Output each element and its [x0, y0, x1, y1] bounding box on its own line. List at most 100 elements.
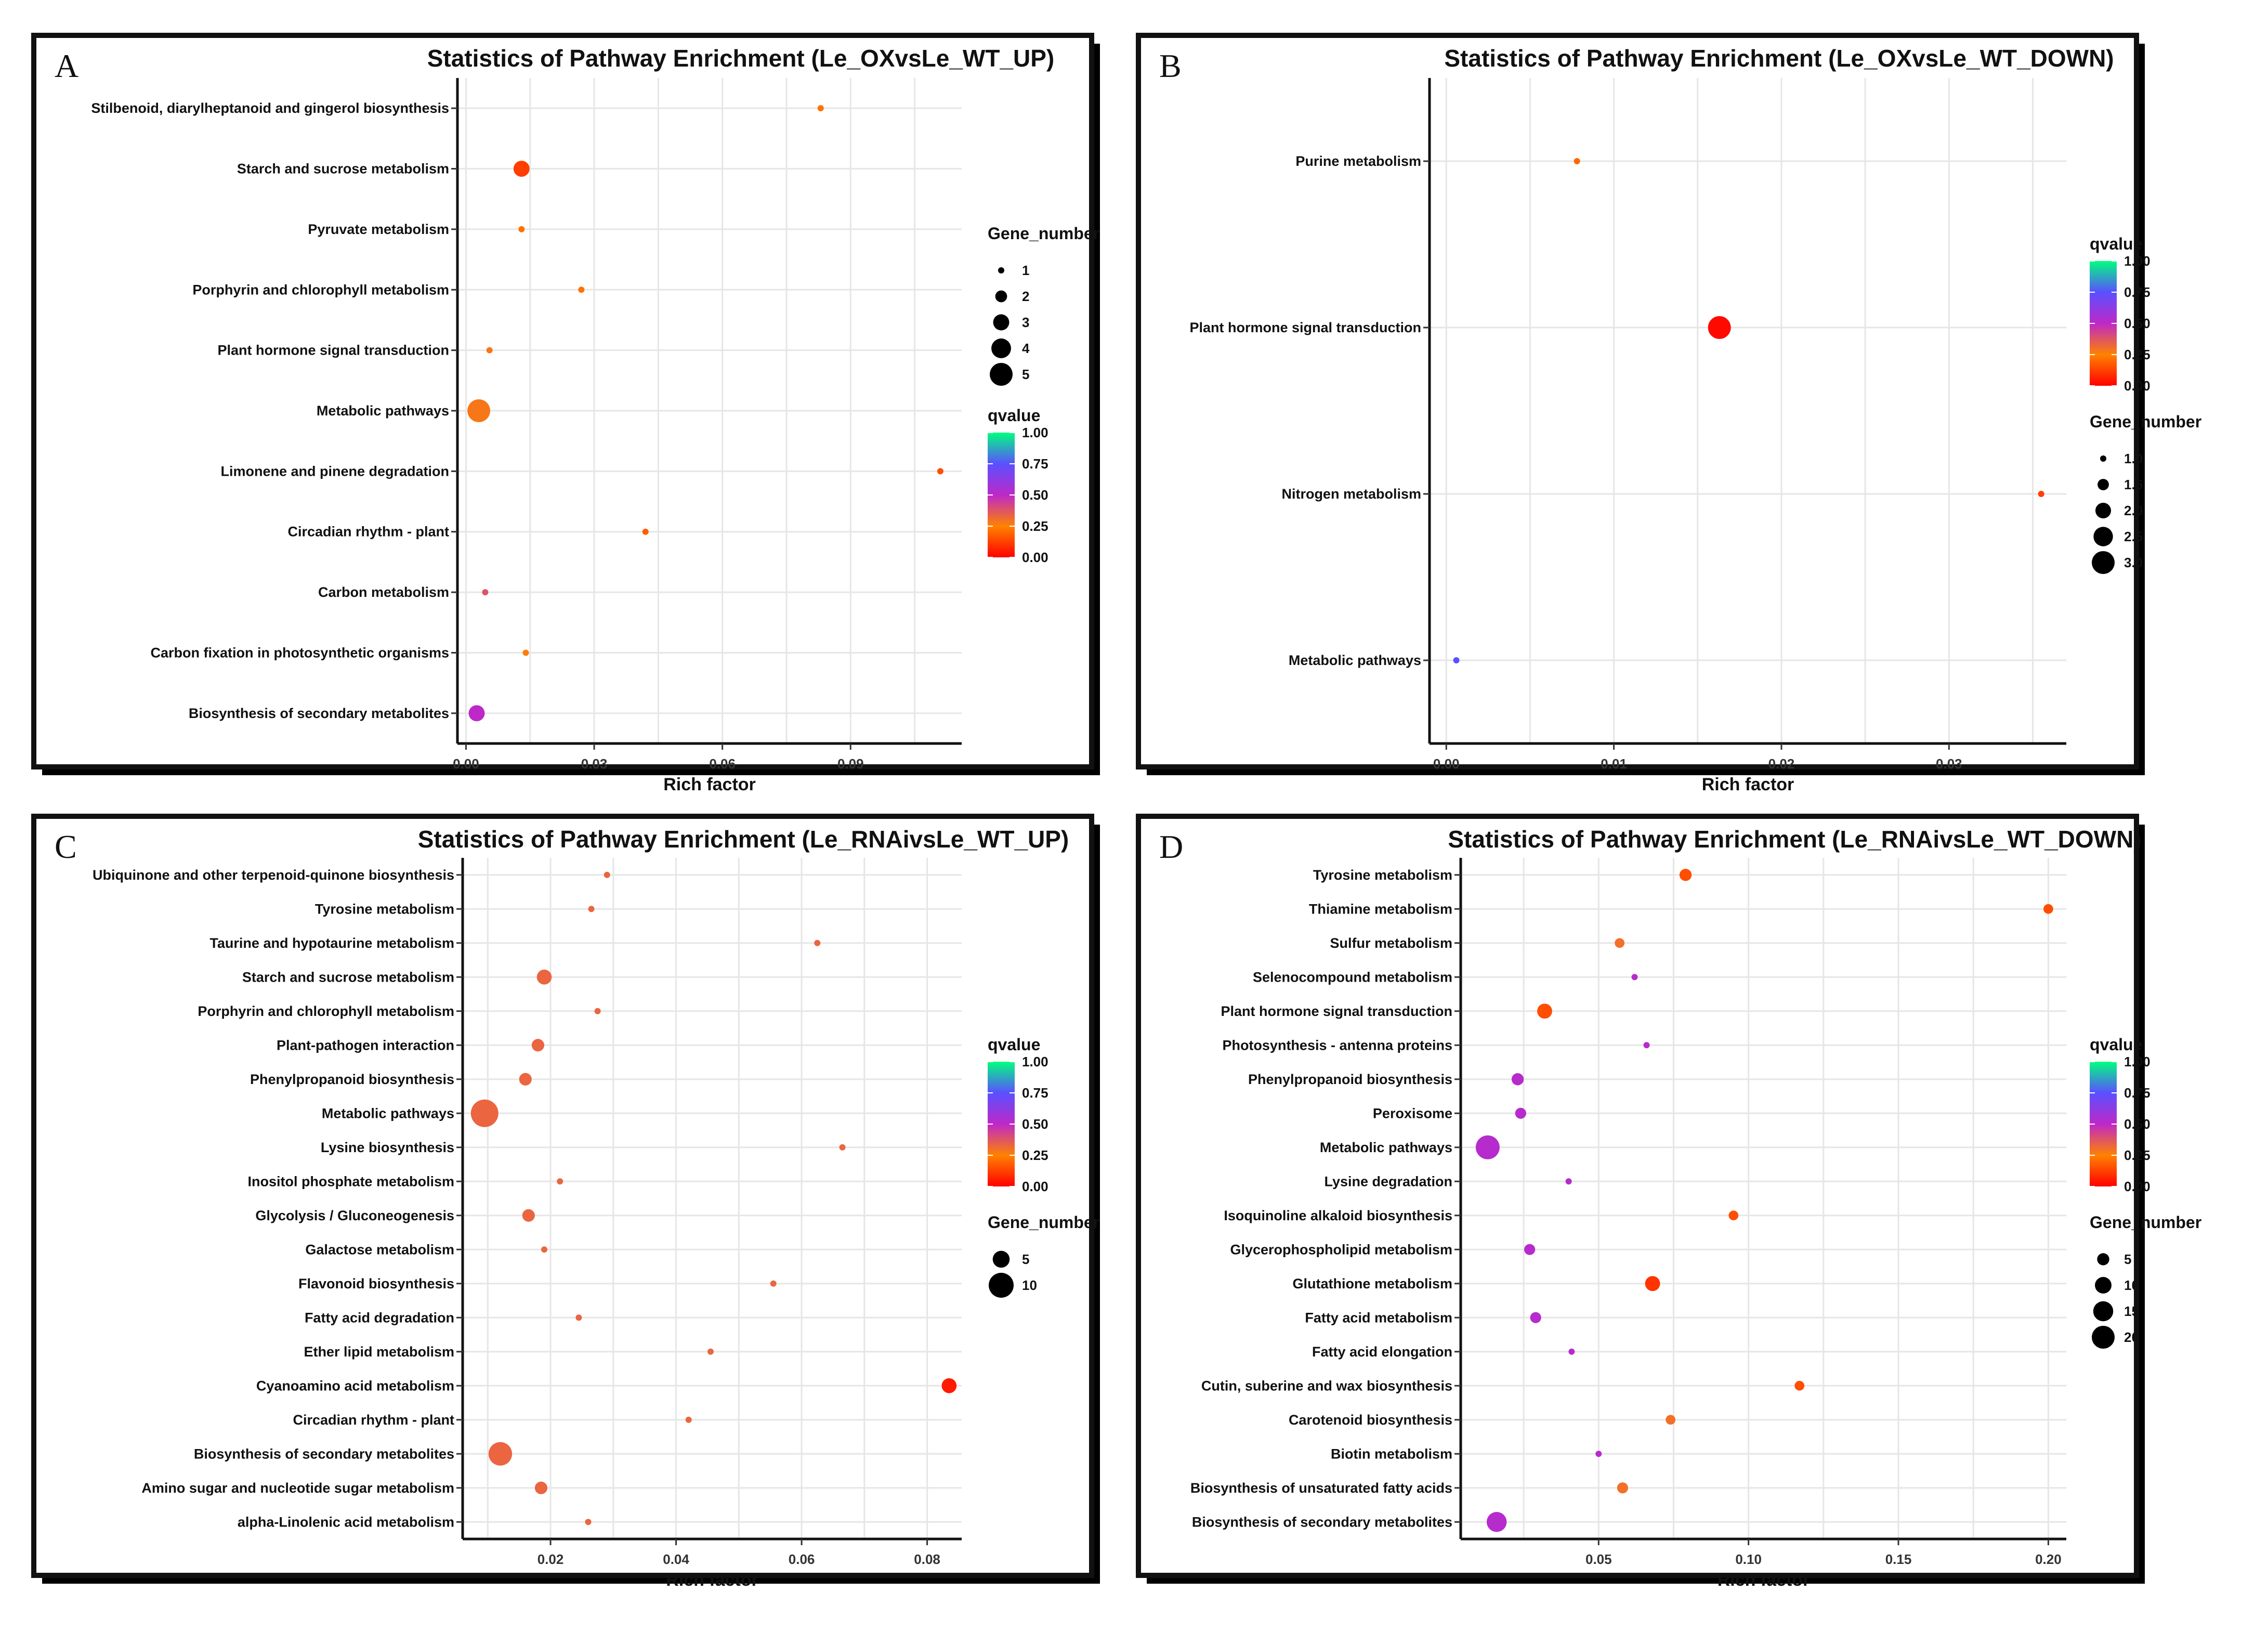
- category-label: Porphyrin and chlorophyll metabolism: [192, 282, 449, 297]
- point-lysine-biosynthesis: [839, 1144, 846, 1151]
- colorbar-label: 0.75: [2124, 1085, 2151, 1101]
- point-circadian-rhythm-plant: [642, 528, 649, 535]
- category-label: Plant-pathogen interaction: [277, 1037, 454, 1053]
- x-tick-label: 0.06: [789, 1551, 815, 1567]
- category-label: Lysine biosynthesis: [321, 1140, 454, 1155]
- colorbar-label: 0.00: [2124, 1179, 2151, 1194]
- category-label: Phenylpropanoid biosynthesis: [250, 1072, 454, 1087]
- point-fatty-acid-elongation: [1568, 1348, 1575, 1355]
- size-key-label: 5: [1022, 367, 1029, 382]
- category-label: Inositol phosphate metabolism: [247, 1173, 454, 1189]
- x-tick-label: 0.06: [709, 756, 736, 772]
- point-sulfur-metabolism: [1615, 938, 1625, 948]
- point-tyrosine-metabolism: [588, 906, 595, 912]
- point-glycerophospholipid-metabolism: [1524, 1244, 1536, 1255]
- point-phenylpropanoid-biosynthesis: [1511, 1073, 1524, 1086]
- category-label: Taurine and hypotaurine metabolism: [209, 935, 454, 951]
- category-label: Biosynthesis of secondary metabolites: [1192, 1514, 1452, 1530]
- x-tick-label: 0.05: [1585, 1551, 1612, 1567]
- colorbar-label: 1.00: [2124, 1054, 2151, 1069]
- category-label: Phenylpropanoid biosynthesis: [1248, 1072, 1452, 1087]
- size-key: [2095, 1277, 2112, 1294]
- point-pyruvate-metabolism: [518, 226, 525, 232]
- point-carbon-metabolism: [482, 589, 489, 596]
- chart-title: Statistics of Pathway Enrichment (Le_OXv…: [427, 45, 1055, 72]
- category-label: Tyrosine metabolism: [1313, 867, 1452, 883]
- panel-letter: B: [1159, 47, 1182, 84]
- colorbar-label: 0.00: [1022, 550, 1048, 565]
- category-label: Metabolic pathways: [317, 403, 449, 419]
- point-biosynthesis-of-secondary-metabolites: [1486, 1512, 1507, 1532]
- category-label: Cyanoamino acid metabolism: [256, 1378, 454, 1393]
- point-flavonoid-biosynthesis: [770, 1280, 777, 1287]
- category-label: Flavonoid biosynthesis: [298, 1276, 454, 1291]
- size-key: [2097, 479, 2109, 490]
- panel-c: C Statistics of Pathway Enrichment (Le_RN…: [31, 814, 1100, 1590]
- colorbar-label: 0.25: [2124, 1147, 2151, 1163]
- x-tick-label: 0.01: [1601, 756, 1627, 772]
- category-label: Cutin, suberine and wax biosynthesis: [1201, 1378, 1452, 1393]
- point-stilbenoid-diarylheptanoid-and-gingerol-biosynthesis: [817, 105, 824, 112]
- point-galactose-metabolism: [541, 1246, 547, 1253]
- category-label: Fatty acid metabolism: [1305, 1310, 1452, 1325]
- x-axis-title: Rich factor: [666, 1570, 758, 1590]
- x-tick-label: 0.03: [1936, 756, 1962, 772]
- size-key: [992, 1250, 1010, 1268]
- colorbar-label: 0.50: [2124, 1116, 2151, 1132]
- point-porphyrin-and-chlorophyll-metabolism: [594, 1008, 601, 1014]
- point-plant-hormone-signal-transduction: [1537, 1003, 1552, 1019]
- gene-number-legend-title: Gene_number: [2090, 1213, 2201, 1232]
- size-key: [2092, 551, 2115, 574]
- category-label: Glutathione metabolism: [1292, 1276, 1452, 1291]
- panel-letter: D: [1159, 828, 1183, 865]
- qvalue-legend-title: qvalue: [2090, 234, 2142, 253]
- category-label: Purine metabolism: [1295, 153, 1421, 169]
- size-key: [989, 1273, 1014, 1298]
- point-metabolic-pathways: [470, 1099, 499, 1127]
- category-label: Thiamine metabolism: [1309, 901, 1452, 917]
- x-tick-label: 0.08: [914, 1551, 940, 1567]
- category-label: Carbon metabolism: [318, 584, 449, 600]
- size-key-label: 2.5: [2124, 529, 2143, 544]
- point-plant-pathogen-interaction: [531, 1039, 544, 1052]
- panel-letter: A: [55, 47, 78, 84]
- gene-number-legend: Gene_number 1.0 1.5 2.0 2.5 3.0: [2090, 412, 2201, 574]
- category-label: Selenocompound metabolism: [1253, 969, 1452, 985]
- panel-b: B Statistics of Pathway Enrichment (Le_OX…: [1136, 33, 2201, 794]
- point-ubiquinone-and-other-terpenoid-quinone-biosynthesis: [604, 871, 610, 878]
- x-tick-label: 0.04: [663, 1551, 689, 1567]
- category-label: Limonene and pinene degradation: [220, 463, 449, 479]
- category-label: Amino sugar and nucleotide sugar metabol…: [141, 1480, 454, 1496]
- category-label: Fatty acid elongation: [1312, 1344, 1452, 1360]
- qvalue-legend-title: qvalue: [988, 406, 1040, 425]
- size-key-label: 10: [1022, 1277, 1037, 1293]
- point-cutin-suberine-and-wax-biosynthesis: [1794, 1380, 1805, 1391]
- point-thiamine-metabolism: [2043, 904, 2053, 914]
- gene-number-legend-title: Gene_number: [988, 1213, 1099, 1232]
- category-label: Porphyrin and chlorophyll metabolism: [198, 1003, 454, 1019]
- category-label: Nitrogen metabolism: [1281, 486, 1421, 502]
- point-ether-lipid-metabolism: [707, 1348, 714, 1355]
- chart-title: Statistics of Pathway Enrichment (Le_OXv…: [1444, 45, 2114, 72]
- point-metabolic-pathways: [1453, 657, 1460, 663]
- category-label: Carotenoid biosynthesis: [1289, 1412, 1452, 1428]
- colorbar-label: 1.00: [2124, 253, 2151, 269]
- size-key-label: 2: [1022, 289, 1029, 304]
- x-tick-label: 0.10: [1735, 1551, 1762, 1567]
- colorbar-label: 0.50: [1022, 1116, 1048, 1132]
- point-circadian-rhythm-plant: [685, 1416, 692, 1423]
- plot-area: [1430, 78, 2066, 743]
- size-key-label: 2.0: [2124, 503, 2143, 518]
- point-phenylpropanoid-biosynthesis: [519, 1073, 532, 1086]
- gene-number-legend-title: Gene_number: [2090, 412, 2201, 431]
- category-label: Galactose metabolism: [305, 1242, 454, 1257]
- point-taurine-and-hypotaurine-metabolism: [814, 940, 821, 946]
- colorbar-label: 0.00: [1022, 1179, 1048, 1194]
- panel-letter: C: [55, 828, 77, 865]
- colorbar-label: 0.25: [1022, 1147, 1048, 1163]
- colorbar-label: 1.00: [1022, 425, 1048, 440]
- size-key: [2093, 1301, 2114, 1322]
- category-label: Carbon fixation in photosynthetic organi…: [150, 645, 449, 660]
